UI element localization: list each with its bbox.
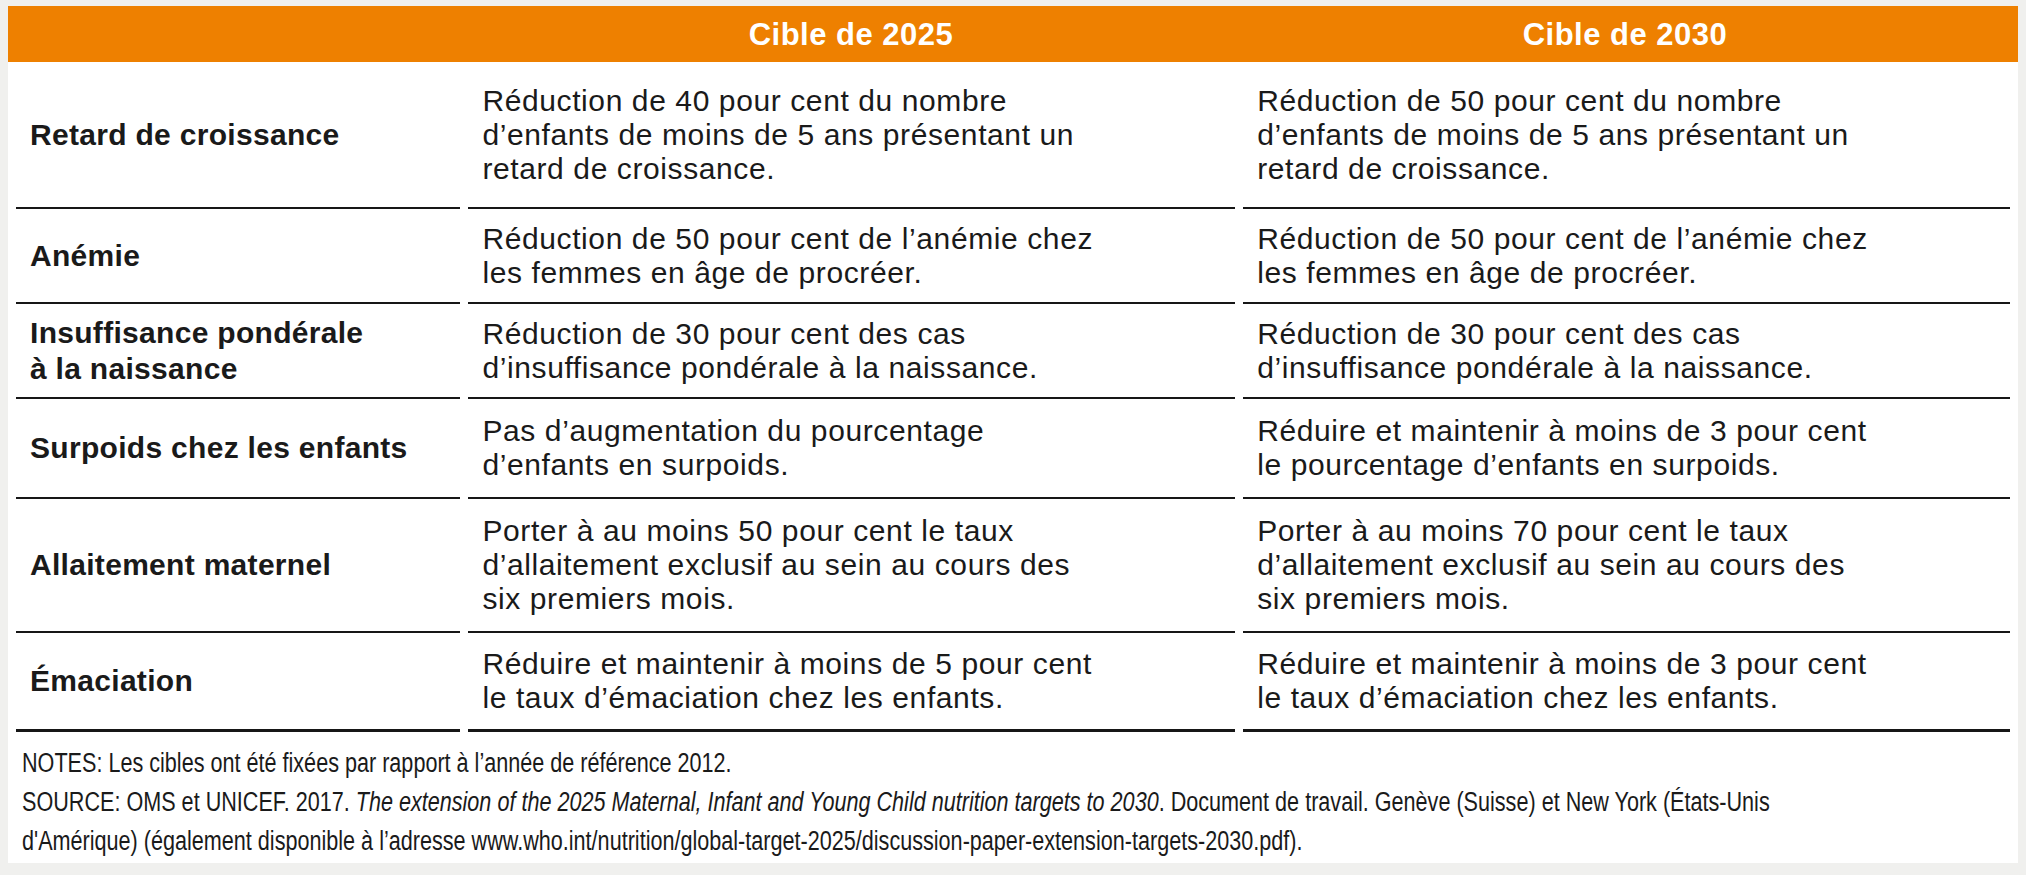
- source-prefix: SOURCE: OMS et UNICEF. 2017.: [22, 787, 356, 817]
- targets-table-panel: Cible de 2025 Cible de 2030 Retard de cr…: [8, 6, 2018, 863]
- nutrition-targets-table: Retard de croissance Réduction de 40 pou…: [8, 62, 2018, 732]
- row-label: Allaitement maternel: [16, 499, 460, 633]
- target-2025-cell: Réduction de 30 pour cent des cas d’insu…: [468, 304, 1235, 399]
- table-header-bar: Cible de 2025 Cible de 2030: [8, 6, 2018, 62]
- row-label: Anémie: [16, 209, 460, 304]
- source-text: SOURCE: OMS et UNICEF. 2017. The extensi…: [22, 783, 2022, 861]
- table-row-emaciation: Émaciation Réduire et maintenir à moins …: [16, 633, 2010, 732]
- row-label: Surpoids chez les enfants: [16, 399, 460, 499]
- table-row-allaitement: Allaitement maternel Porter à au moins 5…: [16, 499, 2010, 633]
- target-2025-cell: Pas d’augmentation du pourcentage d’enfa…: [468, 399, 1235, 499]
- notes-text: NOTES: Les cibles ont été fixées par rap…: [22, 744, 2022, 783]
- source-title-italic: The extension of the 2025 Maternal, Infa…: [356, 787, 1159, 817]
- notes-section: NOTES: Les cibles ont été fixées par rap…: [8, 732, 2018, 861]
- target-2030-cell: Réduction de 50 pour cent de l’anémie ch…: [1243, 209, 2010, 304]
- row-label: Retard de croissance: [16, 62, 460, 209]
- target-2030-cell: Réduire et maintenir à moins de 3 pour c…: [1243, 633, 2010, 732]
- table-row-surpoids: Surpoids chez les enfants Pas d’augmenta…: [16, 399, 2010, 499]
- table-row-insuffisance-ponderale: Insuffisance pondérale à la naissance Ré…: [16, 304, 2010, 399]
- target-2025-cell: Réduction de 50 pour cent de l’anémie ch…: [468, 209, 1235, 304]
- target-2030-cell: Réduire et maintenir à moins de 3 pour c…: [1243, 399, 2010, 499]
- target-2025-cell: Réduire et maintenir à moins de 5 pour c…: [468, 633, 1235, 732]
- target-2025-cell: Réduction de 40 pour cent du nombre d’en…: [468, 62, 1235, 209]
- target-2030-cell: Porter à au moins 70 pour cent le taux d…: [1243, 499, 2010, 633]
- header-cible-2030: Cible de 2030: [1242, 6, 2008, 62]
- header-cible-2025: Cible de 2025: [468, 6, 1234, 62]
- target-2030-cell: Réduction de 30 pour cent des cas d’insu…: [1243, 304, 2010, 399]
- target-2025-cell: Porter à au moins 50 pour cent le taux d…: [468, 499, 1235, 633]
- table-row-retard-de-croissance: Retard de croissance Réduction de 40 pou…: [16, 62, 2010, 209]
- row-label: Insuffisance pondérale à la naissance: [16, 304, 460, 399]
- target-2030-cell: Réduction de 50 pour cent du nombre d’en…: [1243, 62, 2010, 209]
- table-row-anemie: Anémie Réduction de 50 pour cent de l’an…: [16, 209, 2010, 304]
- row-label: Émaciation: [16, 633, 460, 732]
